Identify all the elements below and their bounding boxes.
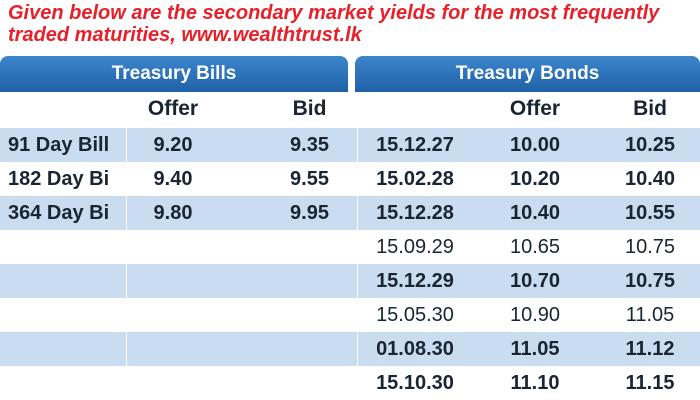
bond-offer: 10.65 bbox=[509, 236, 561, 258]
table-row: 364 Day Bi 9.80 9.95 15.12.28 10.40 10.5… bbox=[0, 196, 700, 230]
bond-bid: 10.25 bbox=[624, 134, 676, 156]
bill-name: 364 Day Bi bbox=[8, 202, 110, 224]
table-row: 15.12.29 10.70 10.75 bbox=[0, 264, 700, 298]
bond-maturity: 15.12.27 bbox=[376, 134, 454, 156]
column-divider bbox=[357, 92, 358, 400]
bond-offer: 10.90 bbox=[509, 304, 561, 326]
treasury-bills-header: Treasury Bills bbox=[0, 56, 348, 92]
treasury-bonds-header: Treasury Bonds bbox=[355, 56, 700, 92]
bond-bid: 11.15 bbox=[625, 372, 675, 394]
bond-bid: 11.05 bbox=[625, 304, 675, 326]
table-row: 01.08.30 11.05 11.12 bbox=[0, 332, 700, 366]
bond-maturity: 15.09.29 bbox=[376, 236, 454, 258]
bond-bid: 10.75 bbox=[624, 236, 676, 258]
column-header-row: Offer Bid Offer Bid bbox=[0, 92, 700, 126]
table-row: 91 Day Bill 9.20 9.35 15.12.27 10.00 10.… bbox=[0, 128, 700, 162]
bill-offer: 9.20 bbox=[153, 134, 193, 156]
bill-name: 182 Day Bi bbox=[8, 168, 110, 190]
bond-maturity: 01.08.30 bbox=[376, 338, 454, 360]
bond-offer: 10.70 bbox=[509, 270, 561, 292]
bond-maturity: 15.12.29 bbox=[376, 270, 454, 292]
bond-maturity: 15.05.30 bbox=[376, 304, 454, 326]
bill-bid: 9.35 bbox=[290, 134, 329, 156]
table-row: 182 Day Bi 9.40 9.55 15.02.28 10.20 10.4… bbox=[0, 162, 700, 196]
column-divider bbox=[126, 92, 127, 400]
bill-offer: 9.80 bbox=[153, 202, 193, 224]
table-row: 15.09.29 10.65 10.75 bbox=[0, 230, 700, 264]
bond-maturity: 15.10.30 bbox=[376, 372, 454, 394]
caption: Given below are the secondary market yie… bbox=[8, 2, 660, 46]
bill-bid: 9.55 bbox=[290, 168, 329, 190]
bond-offer: 10.00 bbox=[509, 134, 561, 156]
table-row: 15.05.30 10.90 11.05 bbox=[0, 298, 700, 332]
bond-maturity: 15.02.28 bbox=[376, 168, 454, 190]
bill-bid-header: Bid bbox=[292, 97, 327, 120]
bond-offer-header: Offer bbox=[509, 97, 561, 120]
table-row: 15.10.30 11.10 11.15 bbox=[0, 366, 700, 400]
bill-name: 91 Day Bill bbox=[8, 134, 110, 156]
bond-offer: 11.05 bbox=[510, 338, 560, 360]
bill-bid: 9.95 bbox=[290, 202, 329, 224]
bond-bid: 11.12 bbox=[625, 338, 675, 360]
bill-offer-header: Offer bbox=[147, 97, 199, 120]
bond-bid: 10.40 bbox=[624, 168, 676, 190]
bond-maturity: 15.12.28 bbox=[376, 202, 454, 224]
bond-offer: 11.10 bbox=[510, 372, 560, 394]
bond-bid: 10.55 bbox=[624, 202, 676, 224]
bond-bid-header: Bid bbox=[633, 97, 667, 120]
bond-bid: 10.75 bbox=[624, 270, 676, 292]
bond-offer: 10.40 bbox=[509, 202, 561, 224]
bond-offer: 10.20 bbox=[509, 168, 561, 190]
bill-offer: 9.40 bbox=[153, 168, 193, 190]
